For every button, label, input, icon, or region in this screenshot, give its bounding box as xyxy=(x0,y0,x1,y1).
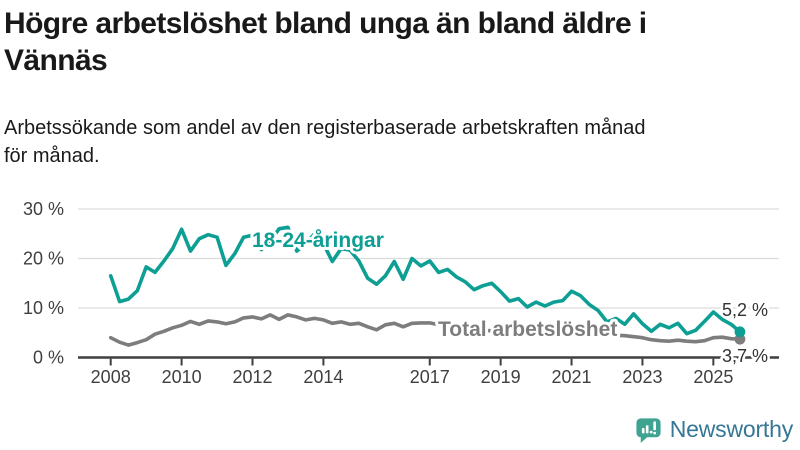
x-tick-label: 2019 xyxy=(481,367,521,387)
brand-footer: Newsworthy xyxy=(634,414,793,444)
y-tick-label: 20 % xyxy=(23,249,64,269)
chart-title: Högre arbetslöshet bland unga än bland ä… xyxy=(4,6,796,79)
y-tick-label: 30 % xyxy=(23,199,64,219)
x-tick-label: 2017 xyxy=(410,367,450,387)
series-label-total: Total arbetslöshet xyxy=(438,318,617,341)
series-end-dot-youth xyxy=(734,326,746,338)
chart-subtitle-line2: för månad. xyxy=(4,145,100,168)
x-tick-label: 2014 xyxy=(303,367,343,387)
end-value-label-total: 3,7 % xyxy=(722,346,768,366)
x-tick-label: 2023 xyxy=(622,367,662,387)
y-tick-label: 0 % xyxy=(33,348,64,368)
x-tick-label: 2008 xyxy=(91,367,131,387)
y-tick-label: 10 % xyxy=(23,298,64,318)
chart-title-line1: Högre arbetslöshet bland unga än bland ä… xyxy=(4,7,647,40)
series-label-youth: 18-24-åringar xyxy=(252,229,384,252)
series-line-total xyxy=(108,313,742,347)
x-tick-label: 2025 xyxy=(693,367,733,387)
series-end-dot-total xyxy=(734,333,746,345)
newsworthy-logo-icon xyxy=(636,417,661,443)
series-line-youth xyxy=(108,225,742,336)
chart-subtitle: Arbetssökande som andel av den registerb… xyxy=(4,114,796,171)
chart-title-line2: Vännäs xyxy=(4,43,108,77)
brand-name: Newsworthy xyxy=(669,415,793,442)
x-tick-label: 2021 xyxy=(552,367,592,387)
x-tick-label: 2012 xyxy=(232,367,272,387)
end-value-label-youth: 5,2 % xyxy=(722,300,768,320)
chart-subtitle-line1: Arbetssökande som andel av den registerb… xyxy=(4,117,646,139)
x-tick-label: 2010 xyxy=(162,367,202,387)
